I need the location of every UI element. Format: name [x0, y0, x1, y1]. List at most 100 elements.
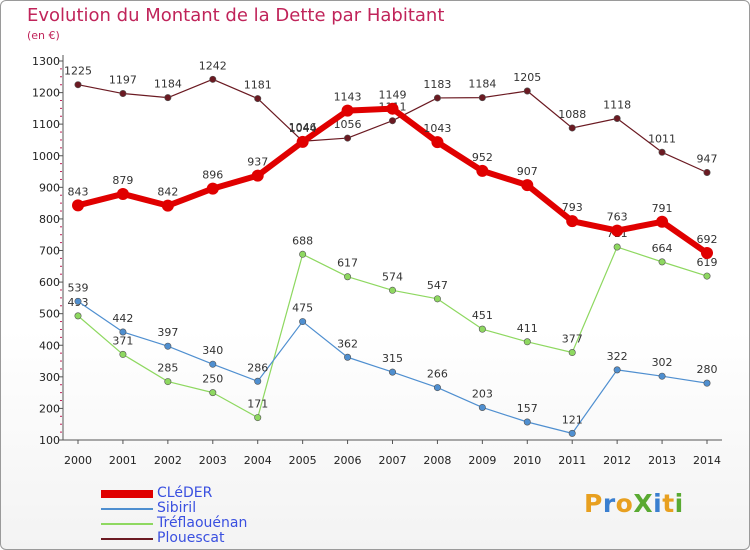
data-point [611, 224, 624, 237]
data-label: 791 [652, 202, 673, 215]
data-label: 315 [382, 352, 403, 365]
data-point [119, 90, 127, 98]
data-label: 1043 [423, 122, 451, 135]
data-label: 285 [157, 362, 178, 375]
data-label: 1088 [558, 108, 586, 121]
data-point [251, 169, 264, 182]
y-tick-label: 1300 [32, 55, 60, 68]
x-tick-label: 2007 [379, 454, 407, 467]
chart-subtitle: (en €) [27, 29, 60, 42]
x-tick-label: 2011 [558, 454, 586, 467]
data-point [386, 102, 399, 115]
y-tick-label: 700 [39, 245, 60, 258]
legend-label: Plouescat [157, 530, 225, 546]
x-tick-label: 2012 [603, 454, 631, 467]
data-point [701, 247, 713, 260]
data-point [209, 389, 217, 397]
data-point [388, 368, 396, 376]
data-label: 952 [472, 151, 493, 164]
data-point [74, 81, 82, 89]
data-label: 1118 [603, 98, 631, 111]
data-label: 397 [157, 326, 178, 339]
data-label: 688 [292, 234, 313, 247]
data-label: 692 [697, 233, 718, 246]
data-label: 617 [337, 257, 358, 270]
data-point [656, 215, 669, 228]
data-point [164, 94, 172, 102]
data-label: 1205 [513, 71, 541, 84]
data-label: 896 [202, 169, 223, 182]
legend-item: Tréflaouénan [101, 516, 247, 531]
data-label: 121 [562, 413, 583, 426]
data-label: 442 [112, 312, 133, 325]
data-point [164, 378, 172, 386]
data-point [388, 117, 396, 125]
data-label: 547 [427, 279, 448, 292]
logo-letter: P [584, 489, 603, 518]
data-label: 322 [607, 350, 628, 363]
data-point [209, 360, 217, 368]
data-label: 1225 [64, 65, 92, 78]
x-tick-label: 2000 [64, 454, 92, 467]
data-label: 937 [247, 156, 268, 169]
y-tick-label: 400 [39, 339, 60, 352]
data-point [344, 134, 352, 142]
data-label: 203 [472, 387, 493, 400]
data-label: 793 [562, 201, 583, 214]
data-label: 1056 [334, 118, 362, 131]
x-tick-label: 2001 [109, 454, 137, 467]
data-label: 1184 [154, 78, 182, 91]
legend-swatch [101, 522, 153, 525]
data-point [568, 124, 576, 132]
chart-title: Evolution du Montant de la Dette par Hab… [27, 5, 445, 26]
data-point [344, 353, 352, 361]
logo-letter: X [633, 489, 654, 518]
data-point [566, 215, 579, 228]
data-point [341, 104, 354, 117]
data-point [299, 318, 307, 326]
logo-letter: t [662, 489, 675, 518]
data-label: 907 [517, 165, 538, 178]
data-point [658, 258, 666, 266]
data-point [431, 136, 444, 149]
data-point [119, 350, 127, 358]
data-label: 1242 [199, 59, 227, 72]
y-tick-label: 900 [39, 181, 60, 194]
data-point [74, 297, 82, 305]
x-tick-label: 2003 [199, 454, 227, 467]
y-tick-label: 200 [39, 402, 60, 415]
data-label: 171 [247, 398, 268, 411]
data-label: 1183 [423, 78, 451, 91]
data-label: 1197 [109, 74, 137, 87]
data-point [613, 114, 621, 122]
data-point [523, 338, 531, 346]
data-point [116, 187, 129, 200]
data-point [209, 75, 217, 83]
data-point [476, 164, 489, 177]
logo-letter: i [674, 489, 684, 518]
legend-label: Sibiril [157, 500, 197, 516]
data-point [521, 179, 534, 192]
data-label: 879 [112, 174, 133, 187]
legend-label: CLéDER [157, 485, 213, 501]
data-label: 574 [382, 270, 403, 283]
data-label: 763 [607, 211, 628, 224]
legend-swatch [101, 489, 153, 498]
y-tick-label: 1100 [32, 118, 60, 131]
data-point [613, 366, 621, 374]
x-tick-label: 2006 [334, 454, 362, 467]
data-point [254, 95, 262, 103]
data-point [74, 312, 82, 320]
data-label: 250 [202, 373, 223, 386]
data-label: 362 [337, 337, 358, 350]
data-label: 1149 [379, 89, 407, 102]
data-label: 157 [517, 402, 538, 415]
y-tick-label: 1200 [32, 87, 60, 100]
data-point [161, 199, 174, 212]
data-point [433, 94, 441, 102]
data-label: 377 [562, 333, 583, 346]
legend-label: Tréflaouénan [157, 515, 248, 531]
x-tick-label: 2005 [289, 454, 317, 467]
